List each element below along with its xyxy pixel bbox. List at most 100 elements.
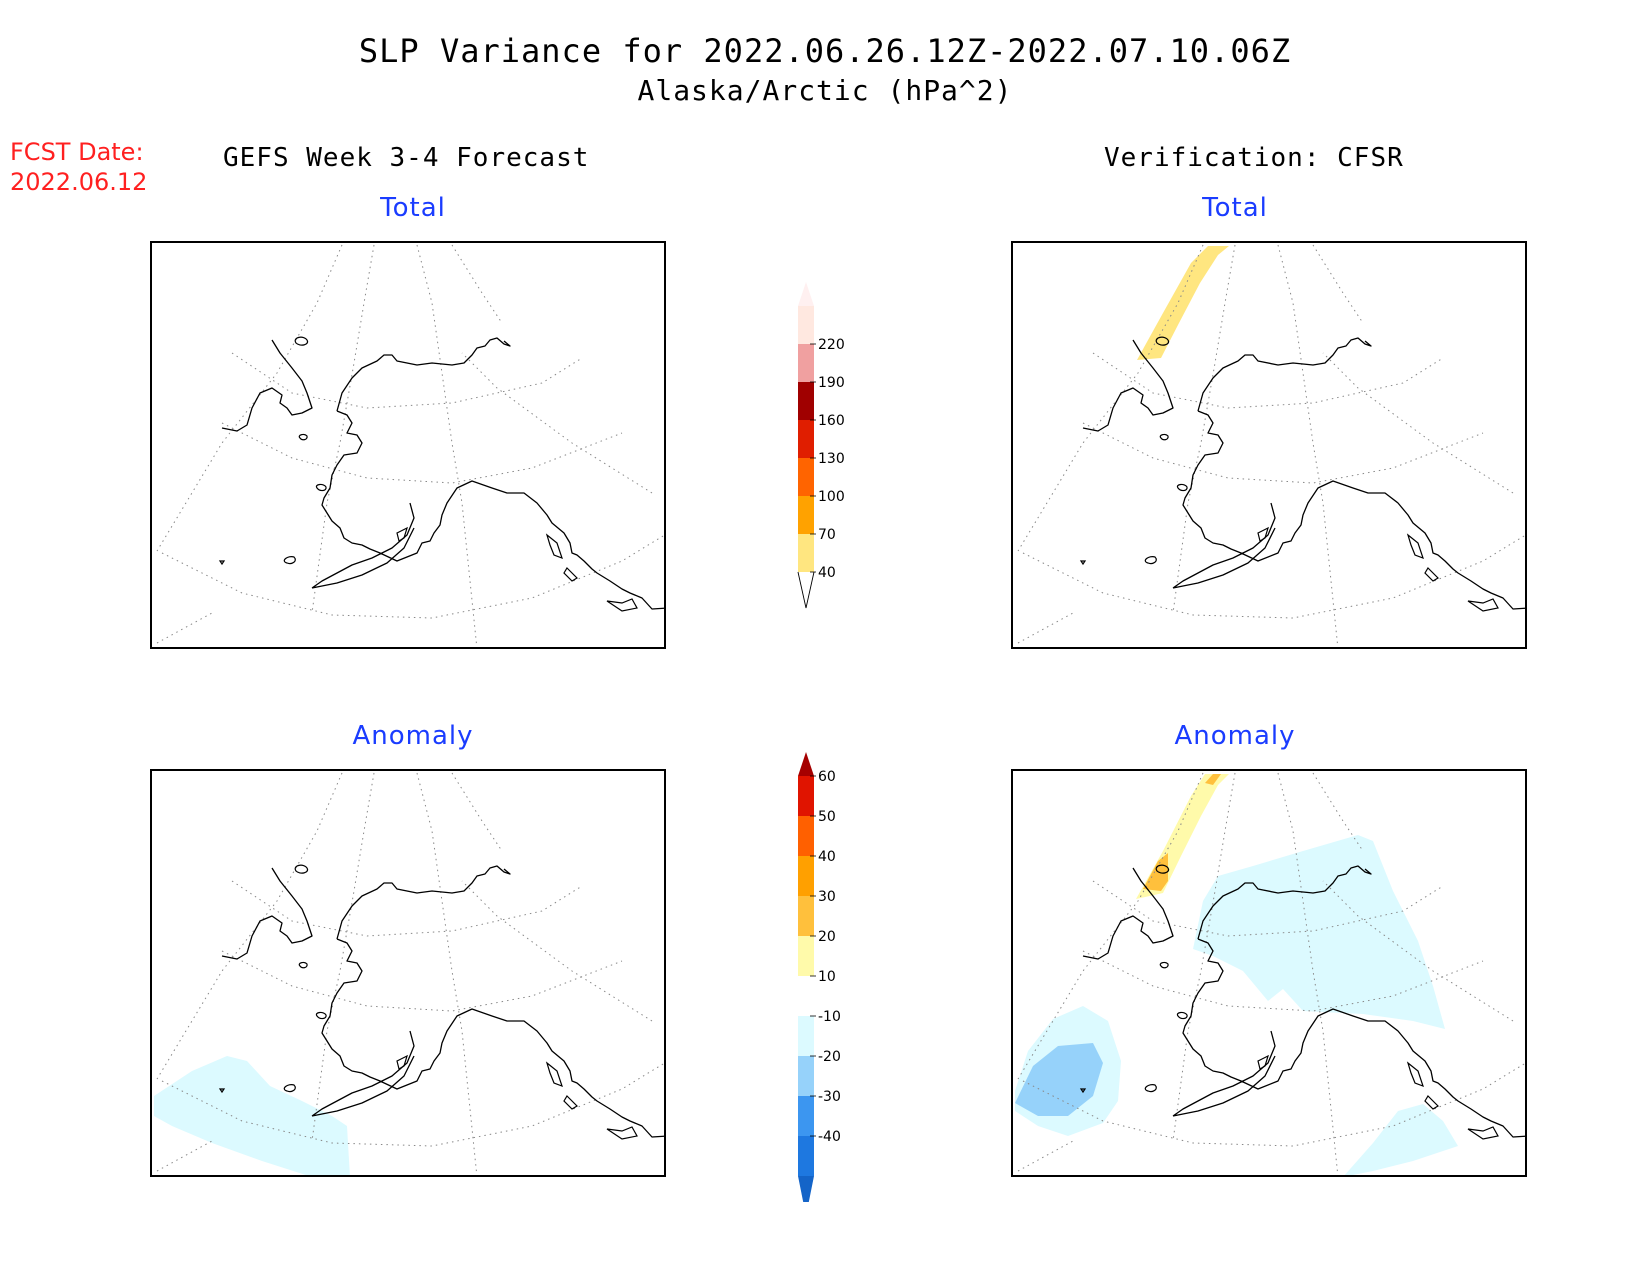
colorbar-segment <box>798 856 814 896</box>
island-outline <box>315 1011 327 1020</box>
island-outline <box>1155 864 1170 874</box>
anomaly-mid-blue-west-region <box>1015 1043 1103 1116</box>
island-outline <box>396 526 408 542</box>
forecast-total-map <box>150 241 666 649</box>
island-outline <box>1079 1088 1087 1094</box>
verification-anomaly-map-svg <box>1015 772 1525 1175</box>
island-outline <box>1257 1054 1269 1070</box>
island-outline <box>298 961 308 969</box>
graticule-line <box>221 950 623 1012</box>
colorbar-segment <box>798 344 814 382</box>
graticule-line <box>451 244 503 324</box>
colorbar-tick-label: 30 <box>818 889 836 905</box>
colorbar-segment <box>798 458 814 496</box>
alaska-coastline <box>221 337 664 610</box>
fcst-date-value: 2022.06.12 <box>10 168 148 196</box>
anomaly-light-blue-south-region <box>1344 1104 1458 1175</box>
island-outline <box>1467 598 1499 612</box>
colorbar-tick-label: -10 <box>818 1009 841 1025</box>
graticule-line <box>1172 772 1236 1142</box>
island-outline <box>218 1088 226 1094</box>
colorbar-over-arrow <box>798 752 814 776</box>
total-colorbar: 40 70 100 130 160 190 220 <box>796 282 856 616</box>
island-outline <box>545 1061 563 1088</box>
graticule-line <box>1092 352 1444 409</box>
graticule-line <box>1322 352 1514 494</box>
island-outline <box>1144 1084 1157 1093</box>
colorbar-segment <box>798 1096 814 1136</box>
chart-title: SLP Variance for 2022.06.26.12Z-2022.07.… <box>358 32 1292 70</box>
colorbar-segment <box>798 1056 814 1096</box>
graticule-line <box>156 612 213 644</box>
colorbar-segment <box>798 420 814 458</box>
colorbar-segment <box>798 896 814 936</box>
fcst-date-block: FCST Date: 2022.06.12 <box>10 137 147 197</box>
island-outline <box>396 1054 408 1070</box>
colorbar-tick-label: 100 <box>818 489 845 505</box>
graticule-line <box>416 772 478 1175</box>
anomaly-minus10-minus20-region <box>154 1056 350 1175</box>
island-outline <box>294 864 309 874</box>
colorbar-segment <box>798 1136 814 1176</box>
colorbar-tick-label: 10 <box>818 969 836 985</box>
graticule-line <box>231 352 583 409</box>
graticule-line <box>221 422 623 484</box>
colorbar-under-arrow <box>797 571 815 609</box>
forecast-anomaly-map-svg <box>154 772 664 1175</box>
graticule-line <box>311 244 375 614</box>
island-outline <box>1144 556 1157 565</box>
island-outline <box>294 336 309 346</box>
island-outline <box>1406 1061 1424 1088</box>
island-outline <box>1176 1011 1188 1020</box>
island-outline <box>283 1084 296 1093</box>
island-outline <box>545 533 563 560</box>
island-outline <box>1424 567 1439 582</box>
colorbar-tick-label: 220 <box>818 337 845 353</box>
graticule-line <box>156 244 343 552</box>
colorbar-segment <box>798 306 814 344</box>
colorbar-segment <box>798 776 814 816</box>
graticule-line <box>1017 612 1074 644</box>
graticule-line <box>1017 244 1204 552</box>
graticule-line <box>461 880 653 1022</box>
graticule-line <box>451 772 503 852</box>
graticule-line <box>1022 1062 1525 1147</box>
colorbar-tick-label: 70 <box>818 527 836 543</box>
verification-anomaly-title: Anomaly <box>1174 721 1296 751</box>
colorbar-tick-label: 40 <box>818 565 836 581</box>
island-outline <box>1406 533 1424 560</box>
anomaly-colorbar-svg: -40 -30 -20 -10 10 20 30 40 50 60 <box>798 752 841 1216</box>
verification-total-map <box>1011 241 1527 649</box>
graticule-line <box>1082 950 1484 1012</box>
colorbar-tick-label: -20 <box>818 1049 841 1065</box>
graticule-line <box>416 244 478 647</box>
graticule-line <box>1082 422 1484 484</box>
colorbar-tick-label: 40 <box>818 849 836 865</box>
anomaly-orange-region <box>1143 853 1168 891</box>
colorbar-segment <box>798 534 814 572</box>
island-outline <box>1155 336 1170 346</box>
alaska-coastline <box>221 865 664 1138</box>
island-outline <box>1424 1095 1439 1110</box>
chart-subtitle: Alaska/Arctic (hPa^2) <box>637 74 1013 107</box>
colorbar-tick-label: -40 <box>818 1129 841 1145</box>
variance-40-70-region <box>1137 246 1229 360</box>
forecast-anomaly-map <box>150 769 666 1177</box>
graticule-line <box>156 772 343 1080</box>
island-outline <box>1176 483 1188 492</box>
graticule-line <box>161 1062 664 1147</box>
graticule-line <box>1022 534 1525 619</box>
colorbar-segment <box>798 816 814 856</box>
forecast-total-title: Total <box>380 193 446 223</box>
colorbar-tick-label: 130 <box>818 451 845 467</box>
island-outline <box>218 560 226 566</box>
island-outline <box>563 567 578 582</box>
island-outline <box>1159 961 1169 969</box>
colorbar-tick-label: 60 <box>818 769 836 785</box>
island-outline <box>1079 560 1087 566</box>
graticule-line <box>311 772 375 1142</box>
colorbar-under-arrow <box>798 1176 814 1216</box>
island-outline <box>606 1126 638 1140</box>
left-column-heading: GEFS Week 3-4 Forecast <box>223 143 590 173</box>
colorbar-segment <box>798 1016 814 1056</box>
